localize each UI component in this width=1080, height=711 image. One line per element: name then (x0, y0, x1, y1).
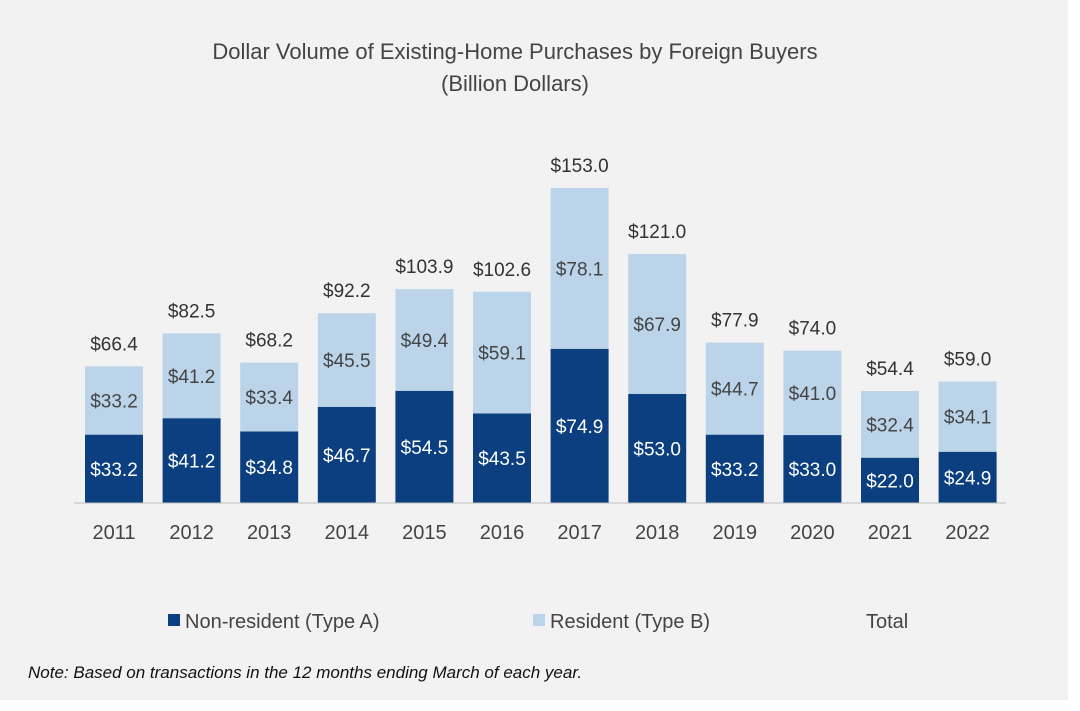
data-label-total-2013: $68.2 (245, 331, 293, 352)
data-label-non-resident-2021: $22.0 (866, 471, 914, 492)
legend-label-resident: Resident (Type B) (550, 611, 710, 633)
bar-resident-2016 (473, 291, 531, 414)
data-label-resident-2013: $33.4 (245, 388, 293, 409)
bar-resident-2014 (317, 313, 376, 407)
data-label-resident-2014: $45.5 (323, 351, 371, 372)
bar-resident-2015 (395, 289, 454, 391)
data-label-non-resident-2012: $41.2 (168, 452, 216, 473)
legend-label-total: Total (866, 611, 908, 633)
bar-non-resident-2022 (938, 451, 997, 503)
legend: Non-resident (Type A) Resident (Type B) … (168, 611, 908, 633)
data-label-total-2020: $74.0 (789, 319, 837, 340)
bar-non-resident-2012 (162, 418, 221, 503)
data-label-total-2021: $54.4 (866, 359, 914, 380)
data-label-resident-2016: $59.1 (478, 344, 526, 365)
bar-non-resident-2017 (550, 348, 609, 503)
right-strip (1068, 0, 1080, 711)
data-label-total-2015: $103.9 (395, 257, 453, 278)
data-label-resident-2021: $32.4 (866, 415, 914, 436)
legend-swatch-resident (533, 614, 545, 626)
bar-non-resident-2015 (395, 390, 454, 503)
x-tick-2012: 2012 (169, 522, 214, 544)
bar-resident-2012 (162, 333, 221, 419)
bar-resident-2011 (85, 366, 143, 435)
x-tick-2016: 2016 (480, 522, 525, 544)
data-label-non-resident-2011: $33.2 (90, 460, 138, 481)
legend-swatch-non-resident (168, 614, 180, 626)
x-tick-2022: 2022 (945, 522, 990, 544)
data-label-resident-2019: $44.7 (711, 380, 759, 401)
x-tick-2014: 2014 (325, 522, 370, 544)
bar-non-resident-2016 (473, 413, 531, 503)
chart-title: Dollar Volume of Existing-Home Purchases… (212, 39, 817, 64)
x-tick-2019: 2019 (713, 522, 758, 544)
data-label-non-resident-2016: $43.5 (478, 449, 526, 470)
data-label-total-2016: $102.6 (473, 260, 531, 281)
data-label-total-2011: $66.4 (90, 334, 138, 355)
data-label-total-2017: $153.0 (551, 156, 609, 177)
bar-resident-2021 (861, 391, 919, 458)
data-label-total-2019: $77.9 (711, 311, 759, 332)
data-label-resident-2020: $41.0 (789, 384, 837, 405)
bar-resident-2013 (240, 362, 299, 432)
bar-non-resident-2013 (240, 431, 299, 503)
x-tick-2018: 2018 (635, 522, 680, 544)
bar-non-resident-2020 (783, 435, 842, 503)
data-label-resident-2011: $33.2 (90, 391, 138, 412)
x-tick-2015: 2015 (402, 522, 447, 544)
data-label-non-resident-2018: $53.0 (633, 439, 681, 460)
data-label-total-2018: $121.0 (628, 222, 686, 243)
x-tick-group: 2011 2012 2013 2014 2015 2016 2017 2018 2019 2020… (92, 522, 989, 544)
data-label-non-resident-2015: $54.5 (401, 438, 449, 459)
data-label-total-2022: $59.0 (944, 350, 992, 371)
x-tick-2021: 2021 (868, 522, 913, 544)
legend-label-non-resident: Non-resident (Type A) (185, 611, 380, 633)
bar-non-resident-2019 (705, 434, 764, 503)
bottom-strip (0, 700, 1080, 711)
data-label-resident-2022: $34.1 (944, 408, 992, 429)
chart: Dollar Volume of Existing-Home Purchases… (28, 39, 1006, 682)
bars-group: $33.2 $33.2 $66.4 $41.2 $41.2 $82.5 $34.8 $33.4… (85, 156, 997, 503)
bar-non-resident-2014 (317, 406, 376, 503)
bar-resident-2020 (783, 350, 842, 436)
data-label-resident-2012: $41.2 (168, 367, 216, 388)
x-tick-2011: 2011 (92, 522, 135, 544)
bar-resident-2019 (705, 342, 764, 435)
data-label-non-resident-2019: $33.2 (711, 460, 759, 481)
x-tick-2020: 2020 (790, 522, 835, 544)
data-label-non-resident-2013: $34.8 (245, 458, 293, 479)
data-label-non-resident-2017: $74.9 (556, 417, 604, 438)
data-label-resident-2018: $67.9 (633, 315, 681, 336)
data-label-non-resident-2020: $33.0 (789, 460, 837, 481)
data-label-non-resident-2022: $24.9 (944, 468, 992, 489)
x-tick-2017: 2017 (557, 522, 602, 544)
bar-non-resident-2021 (861, 457, 919, 503)
data-label-non-resident-2014: $46.7 (323, 446, 371, 467)
bar-non-resident-2018 (628, 393, 687, 503)
data-label-resident-2017: $78.1 (556, 259, 604, 280)
data-label-resident-2015: $49.4 (401, 331, 449, 352)
chart-subtitle: (Billion Dollars) (441, 71, 589, 96)
bar-non-resident-2011 (85, 434, 143, 503)
bar-resident-2017 (550, 188, 609, 349)
bar-resident-2018 (628, 254, 687, 394)
x-tick-2013: 2013 (247, 522, 292, 544)
bar-resident-2022 (938, 381, 997, 452)
data-label-total-2012: $82.5 (168, 301, 216, 322)
data-label-total-2014: $92.2 (323, 281, 371, 302)
chart-note: Note: Based on transactions in the 12 mo… (28, 663, 582, 682)
